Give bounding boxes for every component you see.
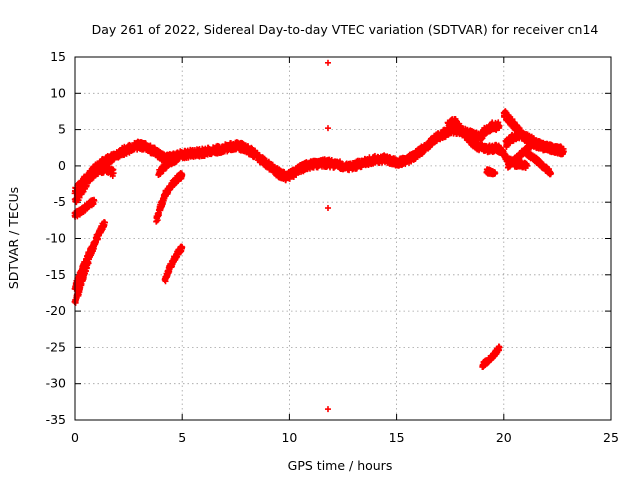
x-tick-label: 15 [389, 430, 405, 445]
grid-lines [75, 57, 611, 420]
x-tick-label: 25 [603, 430, 619, 445]
y-tick-label: 10 [50, 85, 66, 100]
x-tick-label: 10 [281, 430, 297, 445]
y-tick-label: 0 [58, 158, 66, 173]
x-tick-label: 5 [178, 430, 186, 445]
chart-title: Day 261 of 2022, Sidereal Day-to-day VTE… [92, 22, 599, 37]
y-tick-label: -10 [46, 231, 66, 246]
y-tick-label: 5 [58, 122, 66, 137]
x-tick-label: 20 [496, 430, 512, 445]
y-tick-label: -25 [46, 339, 66, 354]
y-tick-labels: 15 10 5 0 -5 -10 -15 -20 -25 -30 -35 [46, 49, 66, 427]
y-tick-label: -30 [46, 376, 66, 391]
data-points [71, 59, 567, 413]
y-tick-label: 15 [50, 49, 66, 64]
x-tick-labels: 0 5 10 15 20 25 [71, 430, 619, 445]
y-tick-label: -5 [54, 194, 66, 209]
y-tick-label: -20 [46, 303, 66, 318]
x-tick-label: 0 [71, 430, 79, 445]
y-tick-label: -15 [46, 267, 66, 282]
y-tick-label: -35 [46, 412, 66, 427]
